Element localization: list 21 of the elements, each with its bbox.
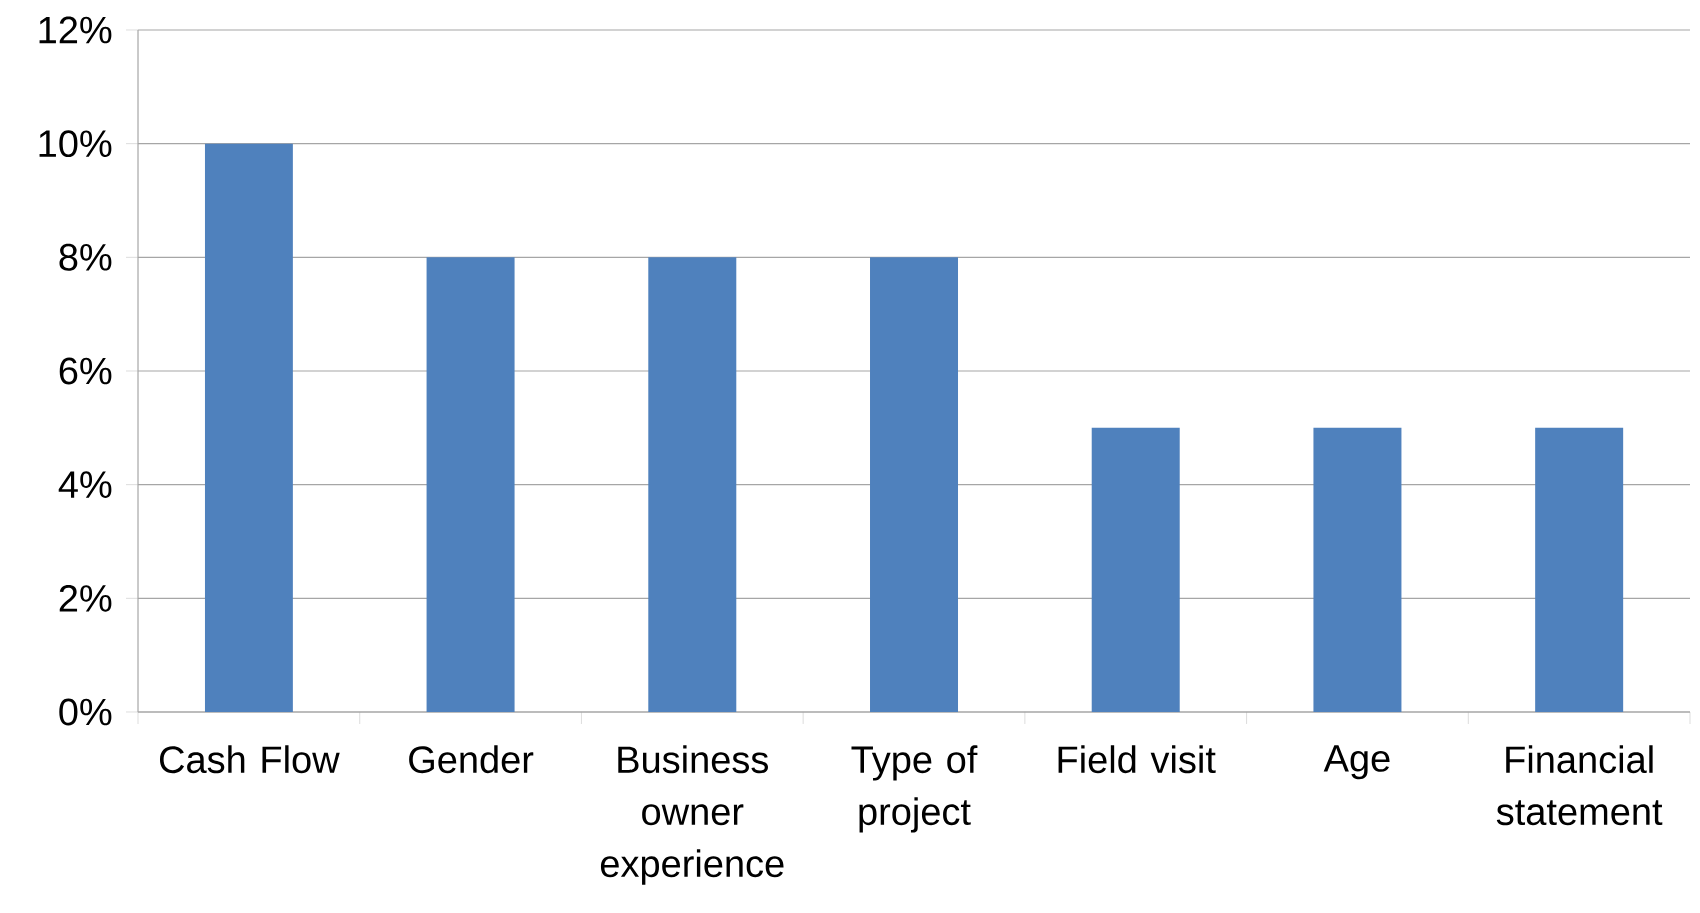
y-tick-label: 10% bbox=[39, 130, 112, 158]
x-tick-label: Age bbox=[1323, 745, 1390, 780]
bar bbox=[204, 143, 293, 712]
bar bbox=[1091, 427, 1180, 712]
bar bbox=[648, 257, 737, 712]
y-tick-label: 6% bbox=[59, 357, 112, 385]
x-tick-label: Financial statement bbox=[1496, 745, 1663, 826]
x-tick-label: Cash Flow bbox=[159, 745, 340, 774]
bar bbox=[1535, 427, 1624, 712]
y-tick-label: 4% bbox=[58, 471, 112, 498]
bar bbox=[870, 257, 959, 712]
bar bbox=[426, 257, 515, 712]
x-tick-label: Type of project bbox=[851, 745, 978, 833]
y-tick-label: 0% bbox=[59, 698, 112, 726]
x-tick-label: Gender bbox=[409, 745, 534, 774]
y-tick-label: 12% bbox=[39, 16, 112, 44]
x-tick-label: Field visit bbox=[1058, 745, 1216, 774]
x-tick-label: Business owner experience bbox=[600, 745, 784, 885]
y-tick-label: 8% bbox=[59, 243, 112, 271]
bar bbox=[1313, 427, 1402, 712]
y-tick-label: 2% bbox=[59, 584, 112, 612]
